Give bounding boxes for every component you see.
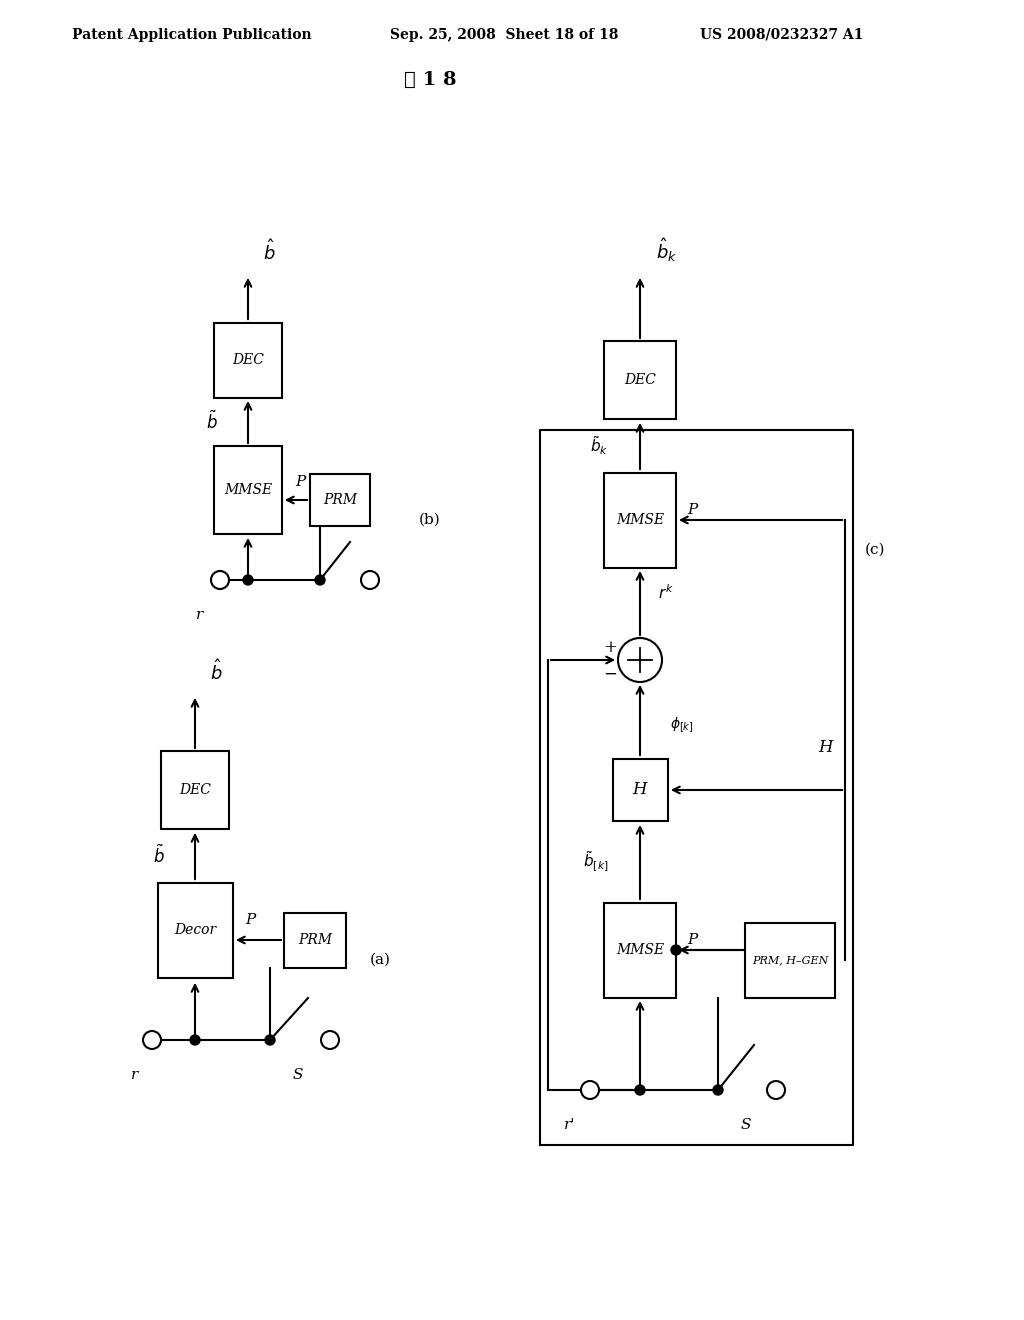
Text: Patent Application Publication: Patent Application Publication bbox=[72, 28, 311, 42]
Text: (a): (a) bbox=[370, 953, 390, 968]
Circle shape bbox=[713, 1085, 723, 1096]
Text: US 2008/0232327 A1: US 2008/0232327 A1 bbox=[700, 28, 863, 42]
Text: $\hat{b}$: $\hat{b}$ bbox=[263, 240, 275, 264]
Text: −: − bbox=[603, 665, 616, 682]
Circle shape bbox=[321, 1031, 339, 1049]
Text: DEC: DEC bbox=[179, 783, 211, 797]
FancyBboxPatch shape bbox=[284, 912, 346, 968]
Text: 囲 1 8: 囲 1 8 bbox=[403, 71, 457, 88]
Text: DEC: DEC bbox=[624, 374, 656, 387]
Circle shape bbox=[190, 1035, 200, 1045]
Text: $\hat{b}_k$: $\hat{b}_k$ bbox=[656, 236, 677, 264]
FancyBboxPatch shape bbox=[604, 473, 676, 568]
Text: $\tilde{b}$: $\tilde{b}$ bbox=[206, 411, 218, 433]
Circle shape bbox=[361, 572, 379, 589]
Text: r: r bbox=[197, 609, 204, 622]
FancyBboxPatch shape bbox=[310, 474, 370, 525]
Text: (b): (b) bbox=[419, 513, 441, 527]
Text: S: S bbox=[740, 1118, 752, 1133]
Text: +: + bbox=[603, 639, 616, 656]
Circle shape bbox=[618, 638, 662, 682]
Text: PRM: PRM bbox=[298, 933, 332, 946]
Text: S: S bbox=[293, 1068, 303, 1082]
Circle shape bbox=[211, 572, 229, 589]
Circle shape bbox=[767, 1081, 785, 1100]
Text: Decor: Decor bbox=[174, 923, 216, 937]
Text: H: H bbox=[633, 781, 647, 799]
Text: r: r bbox=[131, 1068, 138, 1082]
Text: r': r' bbox=[564, 1118, 575, 1133]
Text: Sep. 25, 2008  Sheet 18 of 18: Sep. 25, 2008 Sheet 18 of 18 bbox=[390, 28, 618, 42]
Text: DEC: DEC bbox=[232, 352, 264, 367]
Text: P: P bbox=[295, 475, 305, 488]
Text: PRM, H–GEN: PRM, H–GEN bbox=[752, 954, 828, 965]
Circle shape bbox=[243, 576, 253, 585]
Circle shape bbox=[265, 1035, 275, 1045]
Text: $\tilde{b}_k$: $\tilde{b}_k$ bbox=[590, 434, 608, 457]
FancyBboxPatch shape bbox=[604, 903, 676, 998]
FancyBboxPatch shape bbox=[158, 883, 232, 978]
Text: $r^k$: $r^k$ bbox=[658, 583, 674, 602]
Text: MMSE: MMSE bbox=[616, 513, 664, 527]
Text: P: P bbox=[687, 503, 697, 517]
Text: MMSE: MMSE bbox=[616, 942, 664, 957]
FancyBboxPatch shape bbox=[214, 322, 282, 397]
Text: MMSE: MMSE bbox=[224, 483, 272, 498]
Text: P: P bbox=[687, 933, 697, 946]
FancyBboxPatch shape bbox=[161, 751, 229, 829]
FancyBboxPatch shape bbox=[214, 446, 282, 535]
FancyBboxPatch shape bbox=[612, 759, 668, 821]
Circle shape bbox=[581, 1081, 599, 1100]
Text: $\hat{b}$: $\hat{b}$ bbox=[210, 660, 222, 684]
Text: PRM: PRM bbox=[323, 492, 357, 507]
Text: $\tilde{b}$: $\tilde{b}$ bbox=[154, 845, 165, 867]
Text: H: H bbox=[818, 739, 833, 756]
Text: P: P bbox=[245, 913, 255, 927]
FancyBboxPatch shape bbox=[604, 341, 676, 418]
Text: $\tilde{b}_{[k]}$: $\tilde{b}_{[k]}$ bbox=[583, 850, 608, 874]
Circle shape bbox=[635, 1085, 645, 1096]
Circle shape bbox=[143, 1031, 161, 1049]
Circle shape bbox=[671, 945, 681, 954]
Text: $\phi_{[k]}$: $\phi_{[k]}$ bbox=[670, 715, 693, 734]
Text: (c): (c) bbox=[864, 543, 886, 557]
Circle shape bbox=[315, 576, 325, 585]
FancyBboxPatch shape bbox=[745, 923, 835, 998]
